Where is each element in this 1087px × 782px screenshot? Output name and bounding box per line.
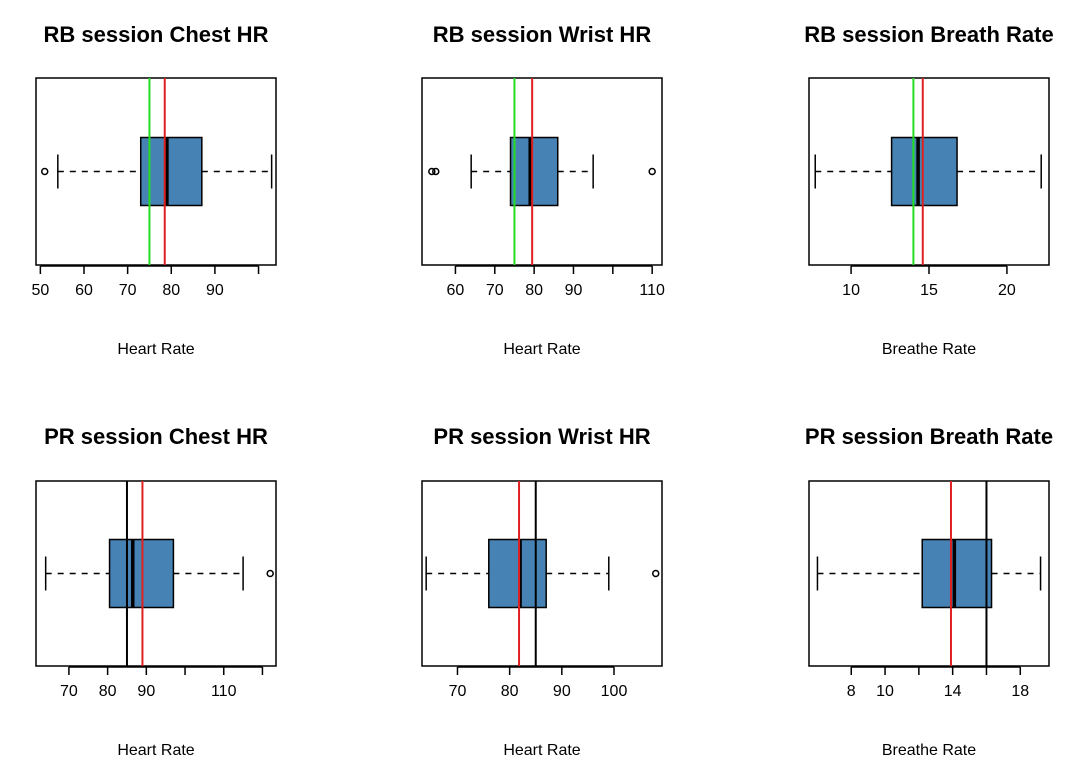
plot-frame <box>35 480 277 667</box>
x-axis-label: Heart Rate <box>503 341 580 358</box>
chart-title: RB session Wrist HR <box>433 22 652 47</box>
x-tick-label: 80 <box>501 683 519 700</box>
iqr-box <box>139 136 203 207</box>
iqr-box <box>890 136 958 207</box>
x-tick-label: 70 <box>60 683 78 700</box>
x-tick-label: 8 <box>847 683 856 700</box>
x-axis-label: Breathe Rate <box>882 742 976 759</box>
x-tick-label: 60 <box>75 282 93 299</box>
x-tick-label: 60 <box>447 282 465 299</box>
x-tick-label: 100 <box>601 683 628 700</box>
outlier-point <box>648 167 656 176</box>
x-tick-label: 90 <box>553 683 571 700</box>
chart-title: RB session Breath Rate <box>804 22 1053 47</box>
x-tick-label: 70 <box>486 282 504 299</box>
x-tick-label: 90 <box>565 282 583 299</box>
iqr-box <box>921 538 993 609</box>
boxplot-panel-5: PR session Wrist HR 70 80 90 100 Heart Rate <box>421 424 663 759</box>
iqr-box <box>488 538 547 609</box>
x-axis-label: Breathe Rate <box>882 341 976 358</box>
x-tick-label: 70 <box>119 282 137 299</box>
iqr-box <box>509 136 559 207</box>
x-tick-label: 20 <box>998 282 1016 299</box>
plot-frame <box>421 77 663 266</box>
chart-title: PR session Breath Rate <box>805 424 1053 449</box>
boxplot-panel-4: PR session Chest HR 70 80 90 110 Heart Rate <box>35 424 277 759</box>
chart-title: RB session Chest HR <box>44 22 269 47</box>
plot-frame <box>808 480 1050 667</box>
x-tick-label: 80 <box>99 683 117 700</box>
x-tick-label: 90 <box>137 683 155 700</box>
outlier-point <box>40 167 49 176</box>
x-tick-label: 110 <box>211 683 237 700</box>
x-tick-label: 90 <box>206 282 224 299</box>
plot-frame <box>808 77 1050 266</box>
x-tick-label: 80 <box>525 282 543 299</box>
boxplot-panel-2: RB session Wrist HR 60 70 80 90 110 Heart Rate <box>421 22 665 358</box>
boxplot-panel-6: PR session Breath Rate 8 10 14 18 Breathe Rat… <box>805 424 1053 759</box>
outlier-point <box>651 569 660 578</box>
x-tick-label: 14 <box>944 683 962 700</box>
x-axis-label: Heart Rate <box>117 742 194 759</box>
x-tick-label: 10 <box>842 282 860 299</box>
plot-frame <box>35 77 277 266</box>
x-tick-label: 15 <box>920 282 938 299</box>
outlier-point <box>266 569 274 578</box>
boxplot-panel-1: RB session Chest HR 50 60 70 80 90 Heart Rate <box>31 22 277 358</box>
x-tick-label: 80 <box>162 282 180 299</box>
outlier-point <box>428 167 436 176</box>
chart-title: PR session Chest HR <box>44 424 268 449</box>
x-tick-label: 110 <box>639 282 665 299</box>
x-tick-label: 18 <box>1011 683 1029 700</box>
x-tick-label: 70 <box>449 683 467 700</box>
x-axis-label: Heart Rate <box>503 742 580 759</box>
chart-title: PR session Wrist HR <box>433 424 650 449</box>
boxplot-panel-3: RB session Breath Rate 10 15 20 Breathe Rate <box>804 22 1053 358</box>
plot-frame <box>421 480 663 667</box>
outlier-point <box>432 167 440 176</box>
x-tick-label: 10 <box>876 683 894 700</box>
x-tick-label: 50 <box>31 282 49 299</box>
x-axis-label: Heart Rate <box>117 341 194 358</box>
